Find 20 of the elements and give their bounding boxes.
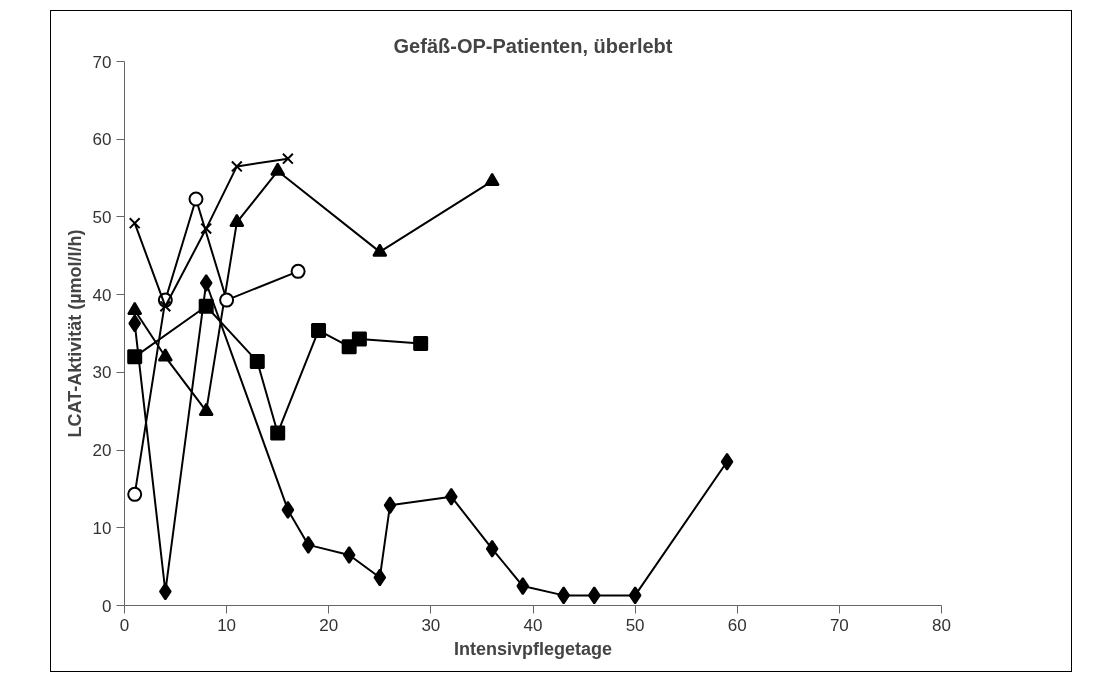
y-axis-title: LCAT-Aktivität (µmol/l/h) <box>64 229 85 438</box>
x-tick-label: 70 <box>829 615 849 635</box>
y-tick-label: 10 <box>92 518 112 538</box>
x-tick-label: 30 <box>421 615 441 635</box>
x-tick-label: 0 <box>119 615 130 635</box>
x-tick-label: 50 <box>625 615 645 635</box>
y-tick-label: 20 <box>92 441 112 461</box>
y-tick-label: 30 <box>92 363 112 383</box>
y-tick-label: 40 <box>92 285 112 305</box>
x-tick-label: 20 <box>319 615 339 635</box>
x-tick-label: 60 <box>727 615 747 635</box>
chart-title: Gefäß-OP-Patienten, überlebt <box>393 34 673 57</box>
x-tick-label: 40 <box>523 615 543 635</box>
y-tick-label: 60 <box>92 130 112 150</box>
x-axis-title: Intensivpflegetage <box>453 638 613 659</box>
y-tick-label: 0 <box>102 596 112 616</box>
y-tick-label: 70 <box>92 52 112 72</box>
x-tick-label: 80 <box>932 615 951 635</box>
x-tick-label: 10 <box>217 615 237 635</box>
y-tick-label: 50 <box>92 207 112 227</box>
